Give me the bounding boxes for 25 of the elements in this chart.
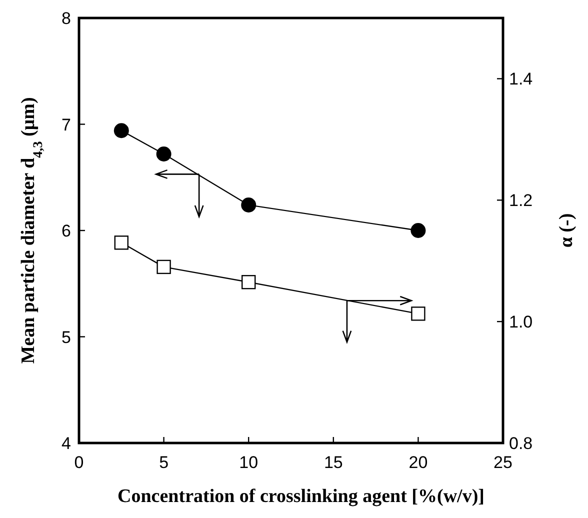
point <box>156 260 171 274</box>
point <box>241 198 256 212</box>
x-tick-label: 25 <box>494 453 512 472</box>
y-tick-label: 8 <box>62 9 71 28</box>
x-axis-title: Concentration of crosslinking agent [%(w/v)] <box>118 486 484 507</box>
x-tick-label: 15 <box>324 453 343 472</box>
y2-tick-label: 1.0 <box>509 312 533 332</box>
point <box>114 236 128 250</box>
y2-axis-title: α (-) <box>556 213 577 248</box>
point <box>410 223 426 238</box>
x-tick-label: 5 <box>159 453 169 472</box>
y2-tick-label: 1.2 <box>509 191 533 210</box>
x-tick-label: 20 <box>408 453 428 472</box>
y-tick-label: 5 <box>62 328 71 347</box>
point <box>156 146 172 162</box>
y-tick-label: 7 <box>62 115 71 134</box>
y-tick-label: 6 <box>62 222 71 240</box>
y2-tick-label: 0.8 <box>509 434 533 453</box>
point <box>411 306 426 321</box>
y2-tick-label: 1.4 <box>509 70 533 89</box>
y-tick-label: 4 <box>62 434 71 453</box>
x-tick-label: 10 <box>239 453 258 472</box>
point <box>242 275 256 290</box>
x-tick-label: 0 <box>74 453 84 472</box>
point <box>114 123 129 138</box>
